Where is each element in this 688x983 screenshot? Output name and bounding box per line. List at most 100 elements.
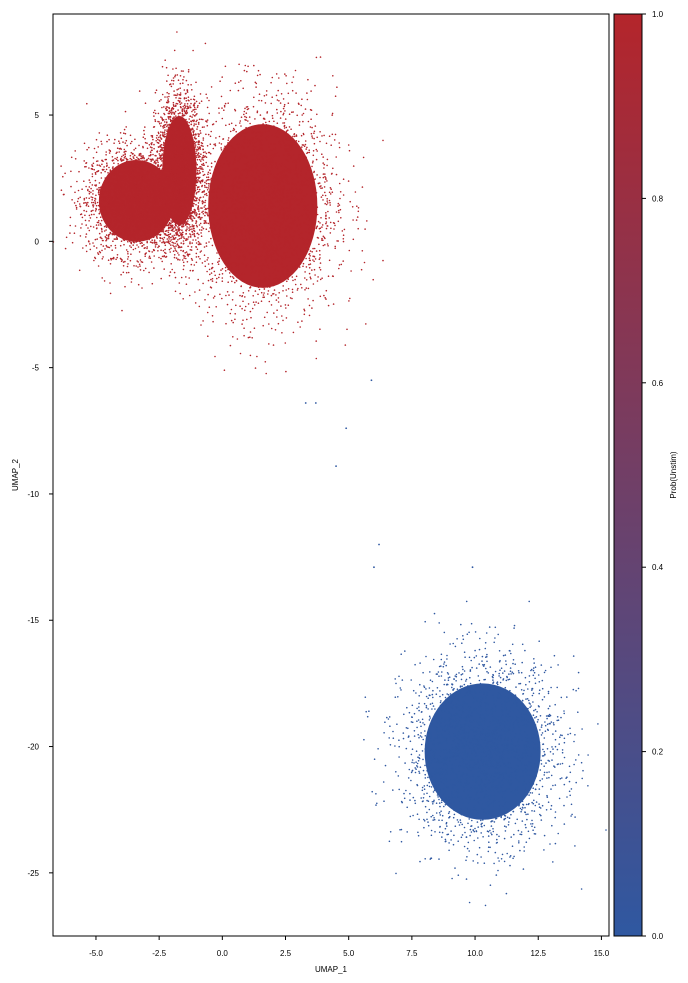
scatter-point (118, 208, 120, 211)
scatter-point (93, 147, 96, 150)
scatter-point (91, 167, 93, 170)
scatter-point (116, 209, 119, 211)
scatter-point (131, 206, 134, 209)
scatter-point (151, 172, 154, 175)
scatter-point (115, 187, 117, 189)
scatter-point (101, 249, 103, 252)
scatter-point (120, 210, 123, 212)
scatter-point (153, 162, 155, 164)
scatter-point (111, 174, 113, 176)
scatter-point (91, 184, 94, 186)
scatter-point (179, 205, 181, 208)
scatter-point (160, 169, 163, 171)
scatter-point (161, 260, 163, 263)
scatter-point (195, 221, 198, 223)
scatter-point (159, 234, 162, 236)
scatter-point (168, 182, 170, 185)
scatter-point (168, 163, 170, 165)
scatter-point (186, 220, 189, 222)
scatter-point (117, 227, 119, 229)
scatter-point (146, 188, 149, 191)
scatter-point (146, 196, 148, 199)
scatter-point (112, 170, 115, 172)
scatter-point (144, 220, 147, 223)
scatter-point (88, 220, 90, 222)
scatter-point (127, 255, 130, 258)
scatter-point (120, 240, 123, 242)
scatter-point (88, 179, 91, 181)
scatter-point (178, 119, 181, 122)
scatter-point (162, 127, 165, 129)
scatter-point (190, 106, 192, 109)
scatter-point (130, 194, 133, 197)
scatter-point (184, 189, 186, 192)
scatter-point (132, 194, 135, 197)
scatter-point (153, 197, 156, 199)
scatter-point (73, 232, 76, 234)
scatter-point (170, 132, 172, 134)
scatter-point (126, 180, 129, 182)
scatter-point (42, 196, 44, 198)
scatter-point (137, 164, 140, 166)
scatter-point (183, 187, 186, 189)
scatter-point (163, 147, 166, 150)
scatter-point (153, 195, 155, 197)
scatter-point (182, 268, 185, 271)
scatter-point (171, 241, 173, 244)
scatter-point (179, 187, 182, 190)
scatter-point (179, 103, 182, 105)
scatter-point (180, 136, 182, 138)
scatter-point (148, 255, 151, 258)
scatter-point (135, 169, 137, 172)
scatter-point (156, 157, 159, 159)
scatter-point (116, 147, 119, 149)
scatter-point (118, 190, 121, 192)
scatter-point (169, 202, 172, 204)
scatter-point (135, 184, 138, 187)
scatter-point (154, 213, 157, 215)
scatter-point (149, 196, 151, 199)
scatter-point (158, 209, 161, 211)
scatter-point (149, 151, 152, 153)
scatter-point (82, 247, 84, 249)
scatter-point (189, 233, 191, 235)
scatter-point (88, 214, 91, 217)
scatter-point (129, 226, 132, 229)
scatter-point (143, 230, 145, 233)
scatter-point (169, 128, 172, 131)
scatter-point (161, 222, 164, 225)
scatter-point (148, 180, 150, 182)
scatter-point (155, 140, 157, 142)
scatter-point (162, 154, 164, 157)
scatter-point (196, 173, 198, 175)
scatter-point (158, 256, 160, 259)
scatter-point (173, 112, 176, 114)
scatter-point (209, 172, 212, 175)
scatter-point (124, 204, 127, 206)
scatter-point (154, 246, 157, 248)
scatter-point (171, 79, 173, 82)
scatter-point (104, 158, 107, 161)
scatter-point (134, 199, 136, 202)
scatter-point (127, 172, 130, 175)
scatter-point (160, 209, 163, 212)
scatter-point (100, 193, 103, 195)
scatter-point (143, 179, 146, 181)
scatter-point (173, 175, 175, 177)
scatter-point (112, 195, 114, 198)
scatter-point (162, 203, 164, 205)
scatter-point (145, 190, 148, 192)
scatter-point (158, 153, 161, 155)
scatter-point (160, 195, 162, 197)
scatter-point (134, 154, 136, 157)
scatter-point (207, 279, 210, 282)
scatter-point (127, 185, 130, 187)
scatter-point (132, 186, 134, 189)
scatter-point (191, 164, 193, 166)
scatter-point (184, 111, 187, 114)
scatter-point (184, 93, 187, 95)
scatter-point (193, 202, 195, 205)
scatter-point (134, 138, 136, 141)
scatter-point (124, 234, 127, 236)
scatter-point (101, 230, 103, 233)
